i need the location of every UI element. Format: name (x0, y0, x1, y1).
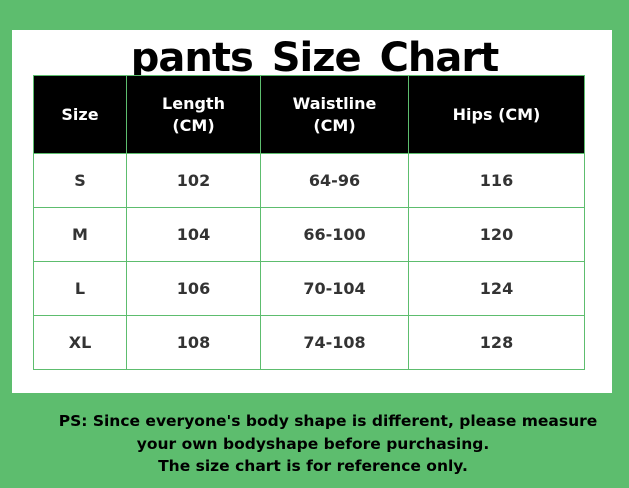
table-cell: 128 (408, 315, 585, 370)
table-cell: 116 (408, 153, 585, 208)
column-header: Hips (CM) (408, 75, 585, 154)
table-cell: 104 (126, 207, 261, 262)
table-cell: 64-96 (260, 153, 409, 208)
size-table: Size Length (CM) Waistline (CM) Hips (CM) S… (33, 75, 585, 370)
table-cell: L (33, 261, 127, 316)
table-cell: 120 (408, 207, 585, 262)
table-cell: 124 (408, 261, 585, 316)
column-header: Size (33, 75, 127, 154)
column-header: Waistline (CM) (260, 75, 409, 154)
table-row: L 106 70-104 124 (33, 261, 585, 316)
table-cell: XL (33, 315, 127, 370)
table-cell: M (33, 207, 127, 262)
table-row: S 102 64-96 116 (33, 153, 585, 208)
table-cell: 74-108 (260, 315, 409, 370)
table-row: XL 108 74-108 128 (33, 315, 585, 370)
page-title: pants Size Chart (130, 35, 499, 81)
table-cell: 66-100 (260, 207, 409, 262)
table-row: M 104 66-100 120 (33, 207, 585, 262)
column-header: Length (CM) (126, 75, 261, 154)
table-cell: 108 (126, 315, 261, 370)
table-cell: 106 (126, 261, 261, 316)
note-line-2: your own bodyshape before purchasing. (136, 434, 490, 453)
table-cell: 102 (126, 153, 261, 208)
note-line-3: The size chart is for reference only. (158, 457, 468, 475)
table-cell: S (33, 153, 127, 208)
disclaimer-note: PS: Since everyone's body shape is diffe… (0, 410, 629, 478)
note-line-1: PS: Since everyone's body shape is diffe… (58, 412, 598, 430)
table-cell: 70-104 (260, 261, 409, 316)
header-row: Size Length (CM) Waistline (CM) Hips (CM) (33, 75, 585, 154)
